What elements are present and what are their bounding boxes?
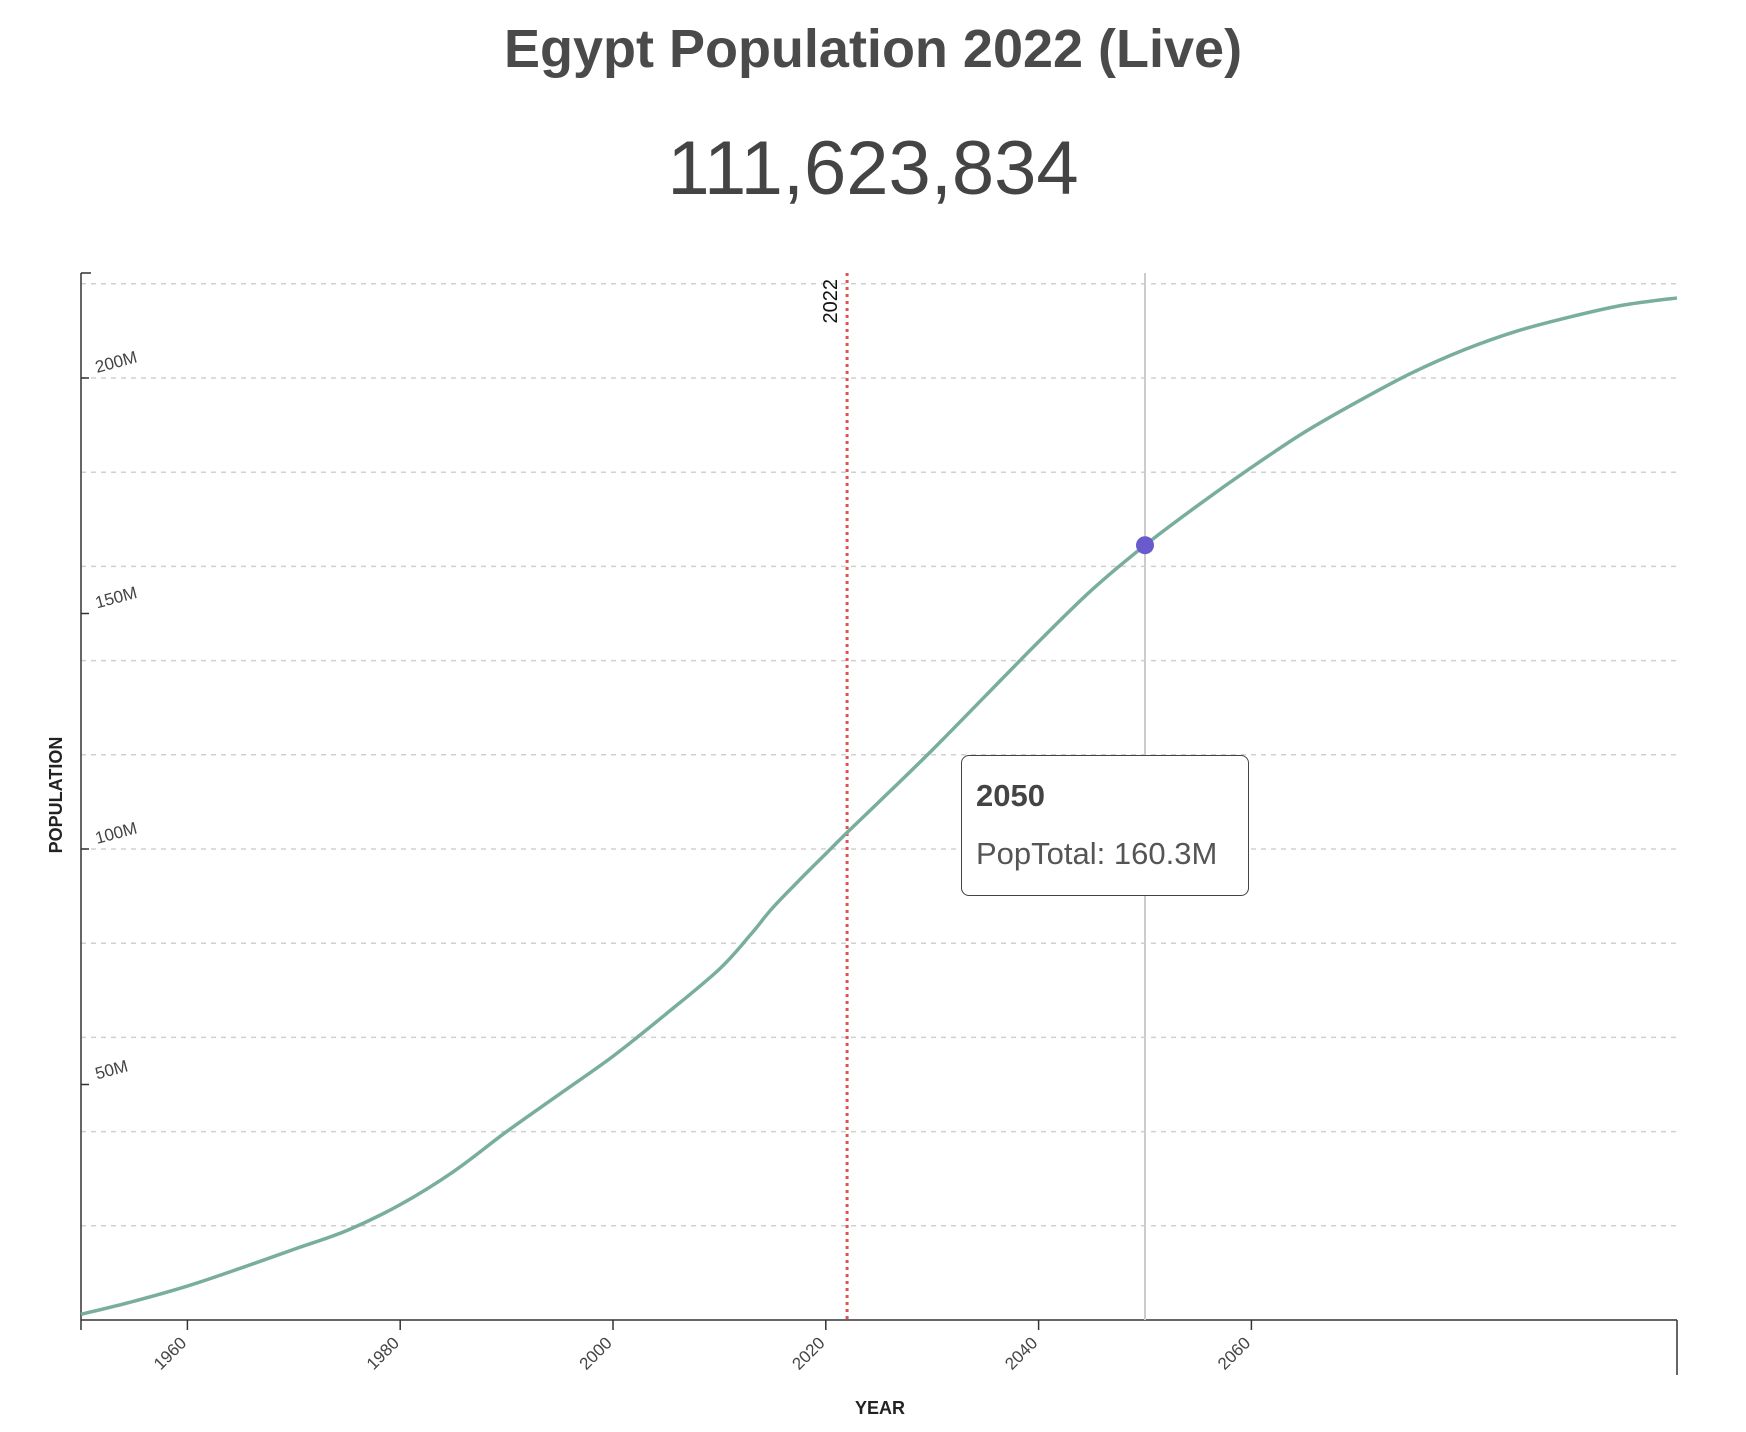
hover-point-layer xyxy=(1136,536,1154,555)
current-year-marker: 2022 xyxy=(820,273,849,1320)
x-axis-ticks: 1960 1980 2000 2020 2040 2060 xyxy=(80,1320,1254,1374)
x-tick-label: 1980 xyxy=(363,1333,403,1373)
x-tick-label: 1960 xyxy=(150,1333,190,1373)
hover-data-point[interactable] xyxy=(1136,536,1154,555)
x-tick-label: 2020 xyxy=(788,1333,828,1373)
y-tick-label: 200M xyxy=(93,348,139,377)
tooltip-value: PopTotal: 160.3M xyxy=(976,836,1218,871)
x-tick-label: 2060 xyxy=(1214,1333,1254,1373)
y-axis-label: POPULATION xyxy=(46,737,66,854)
x-axis-label: YEAR xyxy=(855,1398,905,1418)
population-series-line[interactable] xyxy=(80,296,1678,1317)
current-year-label: 2022 xyxy=(820,279,842,324)
y-tick-label: 150M xyxy=(93,583,139,612)
x-tick-label: 2040 xyxy=(1001,1333,1041,1373)
live-population-counter: 111,623,834 xyxy=(667,126,1079,211)
tooltip-year: 2050 xyxy=(976,778,1045,813)
gridlines xyxy=(81,283,1677,1227)
x-tick-label: 2000 xyxy=(576,1333,616,1373)
y-tick-label: 100M xyxy=(93,819,139,848)
series-layer xyxy=(80,296,1678,1317)
y-tick-label: 50M xyxy=(93,1056,130,1083)
hover-tooltip: 2050 PopTotal: 160.3M xyxy=(961,755,1249,896)
axes xyxy=(80,272,1678,1375)
y-axis-ticks: 50M 100M 150M 200M xyxy=(81,348,139,1086)
page-title: Egypt Population 2022 (Live) xyxy=(503,19,1243,79)
